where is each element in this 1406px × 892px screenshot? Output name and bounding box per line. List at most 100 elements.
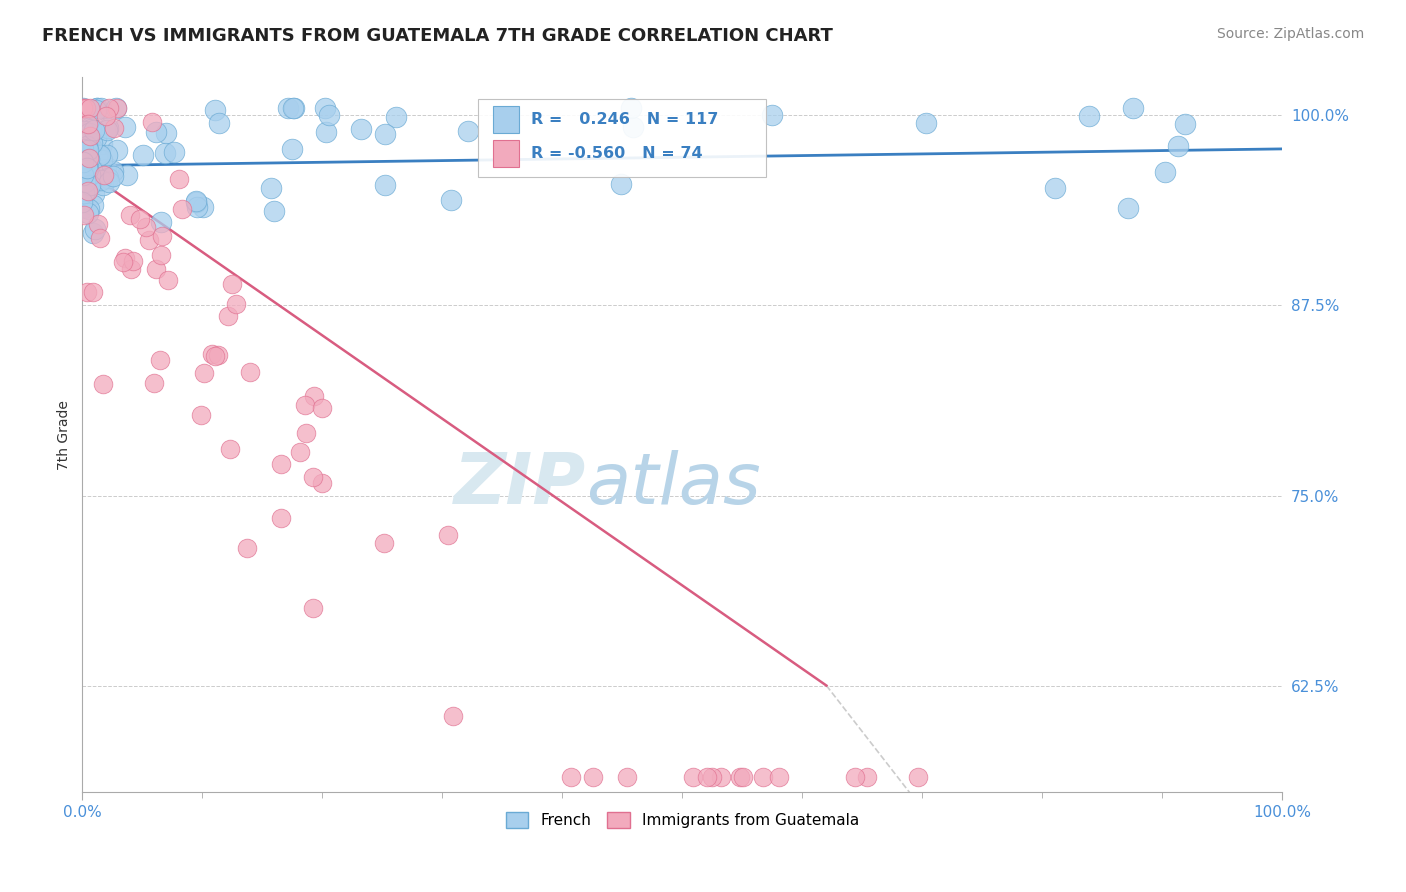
Point	[93, 168, 115, 182]
Point	[560, 770, 582, 784]
Point	[72, 175, 94, 189]
Point	[149, 215, 172, 229]
Point	[700, 770, 723, 784]
Point	[89, 148, 111, 162]
Point	[79, 121, 101, 136]
Point	[201, 347, 224, 361]
Point	[616, 770, 638, 784]
Point	[76, 135, 98, 149]
Point	[907, 770, 929, 784]
Point	[77, 121, 100, 136]
Point	[75, 185, 97, 199]
Point	[91, 137, 114, 152]
FancyBboxPatch shape	[492, 106, 519, 133]
Point	[208, 116, 231, 130]
Point	[82, 285, 104, 299]
Point	[225, 297, 247, 311]
Point	[184, 194, 207, 208]
Point	[82, 198, 104, 212]
Point	[441, 709, 464, 723]
Point	[72, 128, 94, 142]
Point	[77, 117, 100, 131]
Point	[318, 108, 340, 122]
Point	[281, 101, 304, 115]
Point	[315, 125, 337, 139]
Point	[73, 132, 96, 146]
Point	[277, 101, 299, 115]
Point	[752, 770, 775, 784]
Point	[90, 101, 112, 115]
Point	[97, 121, 120, 136]
Point	[145, 262, 167, 277]
Point	[77, 126, 100, 140]
Point	[104, 101, 127, 115]
Point	[72, 194, 94, 209]
Point	[186, 194, 208, 209]
Point	[90, 153, 112, 168]
Point	[76, 161, 98, 176]
Point	[72, 155, 94, 169]
Point	[186, 200, 208, 214]
Point	[73, 195, 96, 210]
Point	[728, 770, 751, 784]
Point	[87, 148, 110, 162]
Point	[72, 169, 94, 183]
Point	[103, 121, 125, 136]
Point	[73, 208, 96, 222]
Point	[73, 132, 96, 146]
Text: Source: ZipAtlas.com: Source: ZipAtlas.com	[1216, 27, 1364, 41]
Point	[374, 178, 396, 193]
Point	[761, 108, 783, 122]
Point	[77, 161, 100, 176]
Point	[135, 220, 157, 235]
Point	[302, 601, 325, 615]
Point	[79, 128, 101, 143]
Point	[218, 442, 240, 456]
Text: ZIP: ZIP	[454, 450, 586, 519]
Point	[120, 208, 142, 222]
Point	[260, 180, 283, 194]
Point	[83, 123, 105, 137]
Point	[311, 401, 333, 416]
Point	[115, 169, 138, 183]
Point	[143, 376, 166, 390]
Point	[73, 153, 96, 167]
Point	[768, 770, 790, 784]
Point	[77, 206, 100, 220]
Point	[155, 126, 177, 140]
Point	[302, 389, 325, 403]
Point	[79, 168, 101, 182]
Point	[302, 469, 325, 483]
Point	[236, 541, 259, 555]
Point	[77, 151, 100, 165]
Point	[350, 122, 373, 136]
Point	[270, 511, 292, 525]
Point	[79, 178, 101, 192]
Point	[91, 377, 114, 392]
Point	[94, 109, 117, 123]
Point	[97, 170, 120, 185]
Point	[89, 230, 111, 244]
Point	[1174, 117, 1197, 131]
Point	[610, 178, 633, 192]
Point	[914, 116, 936, 130]
Point	[76, 184, 98, 198]
Point	[73, 124, 96, 138]
Point	[79, 101, 101, 115]
Point	[72, 161, 94, 175]
Point	[94, 161, 117, 176]
Point	[710, 770, 733, 784]
Point	[79, 152, 101, 166]
Point	[114, 252, 136, 266]
Point	[73, 178, 96, 192]
Point	[87, 218, 110, 232]
Point	[150, 229, 173, 244]
Point	[620, 101, 643, 115]
Point	[72, 101, 94, 115]
FancyBboxPatch shape	[492, 140, 519, 167]
Point	[75, 101, 97, 115]
Point	[72, 187, 94, 202]
Point	[217, 309, 239, 323]
Point	[86, 150, 108, 164]
Point	[72, 155, 94, 169]
